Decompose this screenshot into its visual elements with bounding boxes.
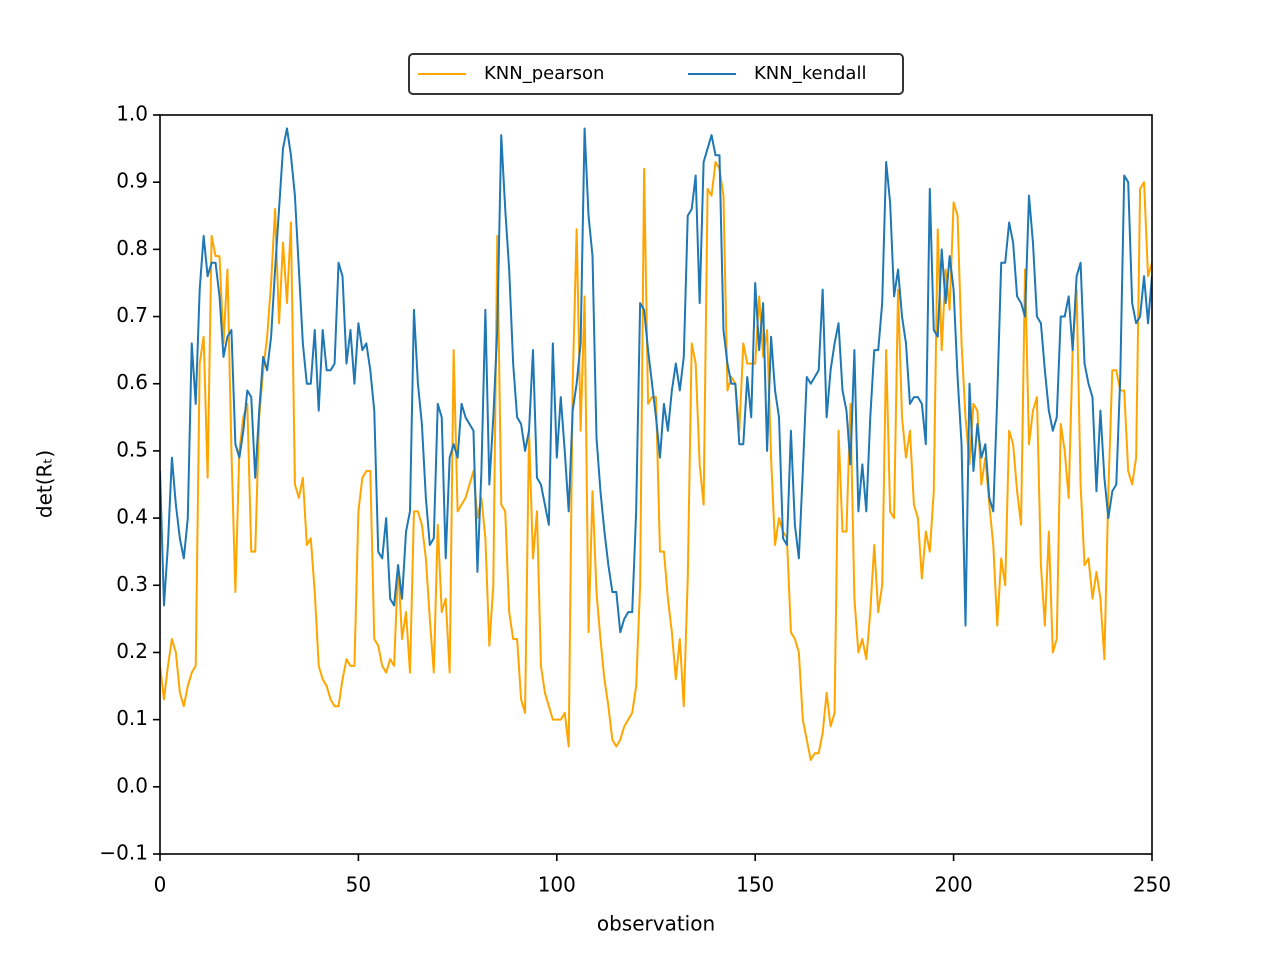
- legend-box: [408, 53, 904, 95]
- y-tick-label: 0.2: [116, 639, 148, 663]
- x-tick-label: 200: [935, 873, 973, 897]
- y-tick-label: 0.0: [116, 773, 148, 797]
- x-axis-label: observation: [597, 912, 715, 936]
- y-tick-label: 0.7: [116, 303, 148, 327]
- y-axis-label: det(Rₜ): [33, 450, 57, 518]
- x-tick-label: 0: [154, 873, 167, 897]
- y-tick-label: 1.0: [116, 102, 148, 126]
- y-tick-label: 0.8: [116, 236, 148, 260]
- y-tick-label: 0.6: [116, 370, 148, 394]
- y-tick-label: 0.4: [116, 505, 148, 529]
- y-tick-label: 0.9: [116, 169, 148, 193]
- x-tick-label: 50: [346, 873, 371, 897]
- legend-label: KNN_pearson: [484, 63, 604, 84]
- y-tick-label: 0.3: [116, 572, 148, 596]
- x-tick-label: 150: [736, 873, 774, 897]
- data-line: [160, 127, 1152, 634]
- x-tick-label: 100: [538, 873, 576, 897]
- y-tick-label: 0.1: [116, 706, 148, 730]
- y-tick-label: 0.5: [116, 437, 148, 461]
- legend-label: KNN_kendall: [754, 63, 866, 84]
- y-tick-label: −0.1: [99, 841, 148, 865]
- plot-frame: [159, 114, 1153, 855]
- x-tick-label: 250: [1133, 873, 1171, 897]
